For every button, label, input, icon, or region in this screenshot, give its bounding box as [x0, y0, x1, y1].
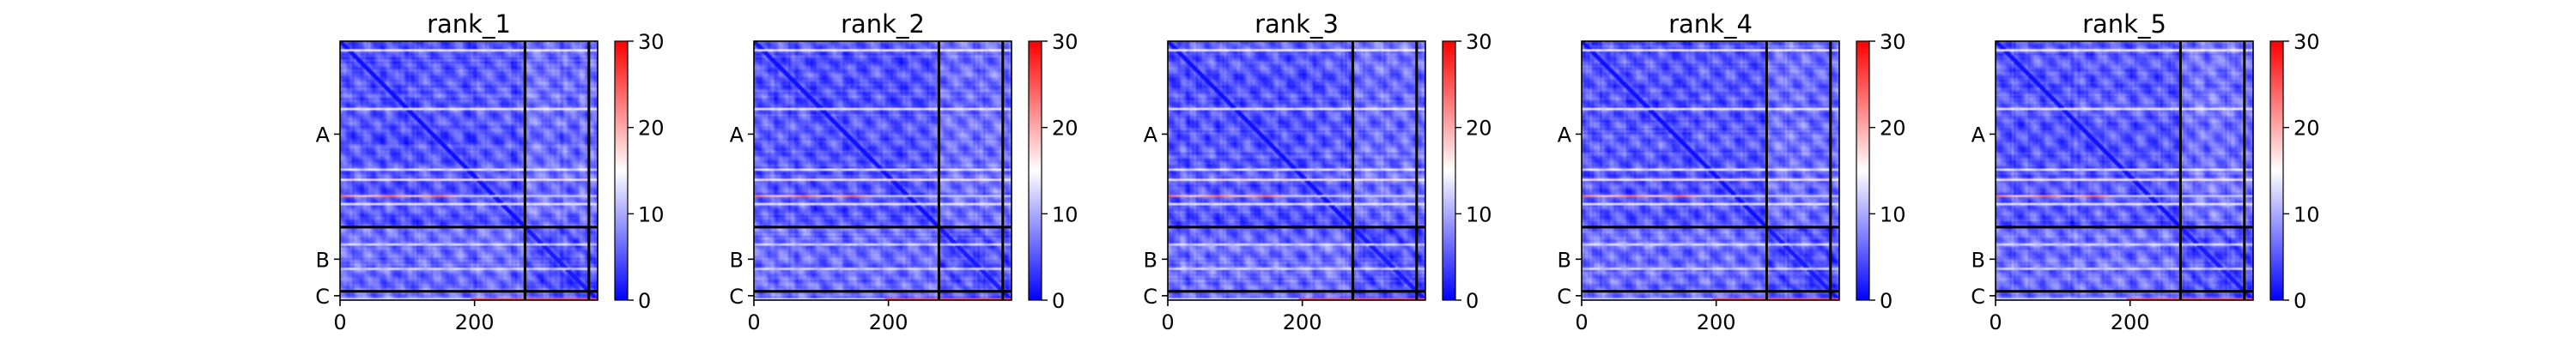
- colorbar-tick-label: 30: [638, 30, 665, 54]
- colorbar-tick-label: 0: [1880, 289, 1893, 313]
- colorbar-tick-label: 10: [2293, 202, 2320, 226]
- axes-frame: [1167, 40, 1426, 301]
- x-tick-label: 0: [1575, 310, 1588, 334]
- colorbar-tick-label: 10: [1466, 202, 1492, 226]
- heatmap-image: [754, 41, 1012, 300]
- x-tick-label: 0: [1989, 310, 2002, 334]
- y-tick-label: A: [316, 123, 331, 147]
- heatmap-image: [1168, 41, 1425, 300]
- x-tick-label: 0: [747, 310, 760, 334]
- y-tick-label: C: [1143, 285, 1157, 309]
- x-tick-label: 200: [869, 310, 908, 334]
- chart-title: rank_5: [2082, 9, 2166, 39]
- colorbar-tick-label: 30: [1880, 30, 1906, 54]
- colorbar-frame: [1856, 40, 1870, 301]
- x-tick-label: 200: [1283, 310, 1322, 334]
- colorbar-tick-label: 20: [1466, 117, 1492, 141]
- colorbar-tick-label: 30: [2293, 30, 2320, 54]
- chart-title: rank_2: [841, 9, 925, 39]
- y-tick-label: B: [316, 248, 330, 272]
- x-tick-label: 200: [455, 310, 495, 334]
- x-tick-label: 0: [1161, 310, 1174, 334]
- y-tick-label: A: [1144, 123, 1158, 147]
- colorbar-tick-label: 30: [1052, 30, 1078, 54]
- x-tick-label: 0: [333, 310, 346, 334]
- y-tick-label: C: [315, 285, 330, 309]
- y-tick-label: B: [1971, 248, 1985, 272]
- colorbar-tick-label: 20: [1880, 117, 1906, 141]
- y-tick-label: A: [1558, 123, 1572, 147]
- colorbar-tick-label: 0: [638, 289, 651, 313]
- colorbar: [1443, 41, 1455, 300]
- colorbar-tick-label: 10: [1052, 202, 1078, 226]
- colorbar-tick-label: 0: [1052, 289, 1065, 313]
- colorbar: [1856, 41, 1869, 300]
- axes-frame: [1581, 40, 1840, 301]
- colorbar-frame: [1028, 40, 1042, 301]
- y-tick-label: A: [730, 123, 744, 147]
- heatmap-image: [1582, 41, 1839, 300]
- heatmap-image: [340, 41, 598, 300]
- colorbar-tick-label: 10: [1880, 202, 1906, 226]
- chart-title: rank_1: [427, 9, 511, 39]
- axes-frame: [1995, 40, 2254, 301]
- colorbar-frame: [614, 40, 629, 301]
- y-tick-label: B: [1144, 248, 1157, 272]
- colorbar-frame: [1442, 40, 1456, 301]
- colorbar-tick-label: 30: [1466, 30, 1492, 54]
- colorbar-tick-label: 0: [1466, 289, 1479, 313]
- colorbar-tick-label: 20: [1052, 117, 1078, 141]
- colorbar-frame: [2269, 40, 2284, 301]
- colorbar-tick-label: 20: [638, 117, 665, 141]
- colorbar: [2270, 41, 2283, 300]
- colorbar: [1029, 41, 1042, 300]
- axes-frame: [753, 40, 1012, 301]
- colorbar-tick-label: 0: [2293, 289, 2306, 313]
- x-tick-label: 200: [2111, 310, 2150, 334]
- heatmap-image: [1996, 41, 2253, 300]
- y-tick-label: C: [1971, 285, 1985, 309]
- y-tick-label: A: [1971, 123, 1986, 147]
- y-tick-label: B: [730, 248, 744, 272]
- colorbar-tick-label: 20: [2293, 117, 2320, 141]
- y-tick-label: C: [729, 285, 744, 309]
- x-tick-label: 200: [1697, 310, 1736, 334]
- chart-title: rank_4: [1668, 9, 1753, 39]
- y-tick-label: B: [1558, 248, 1571, 272]
- chart-title: rank_3: [1255, 9, 1339, 39]
- axes-frame: [339, 40, 598, 301]
- colorbar-tick-label: 10: [638, 202, 665, 226]
- colorbar: [615, 41, 628, 300]
- y-tick-label: C: [1557, 285, 1571, 309]
